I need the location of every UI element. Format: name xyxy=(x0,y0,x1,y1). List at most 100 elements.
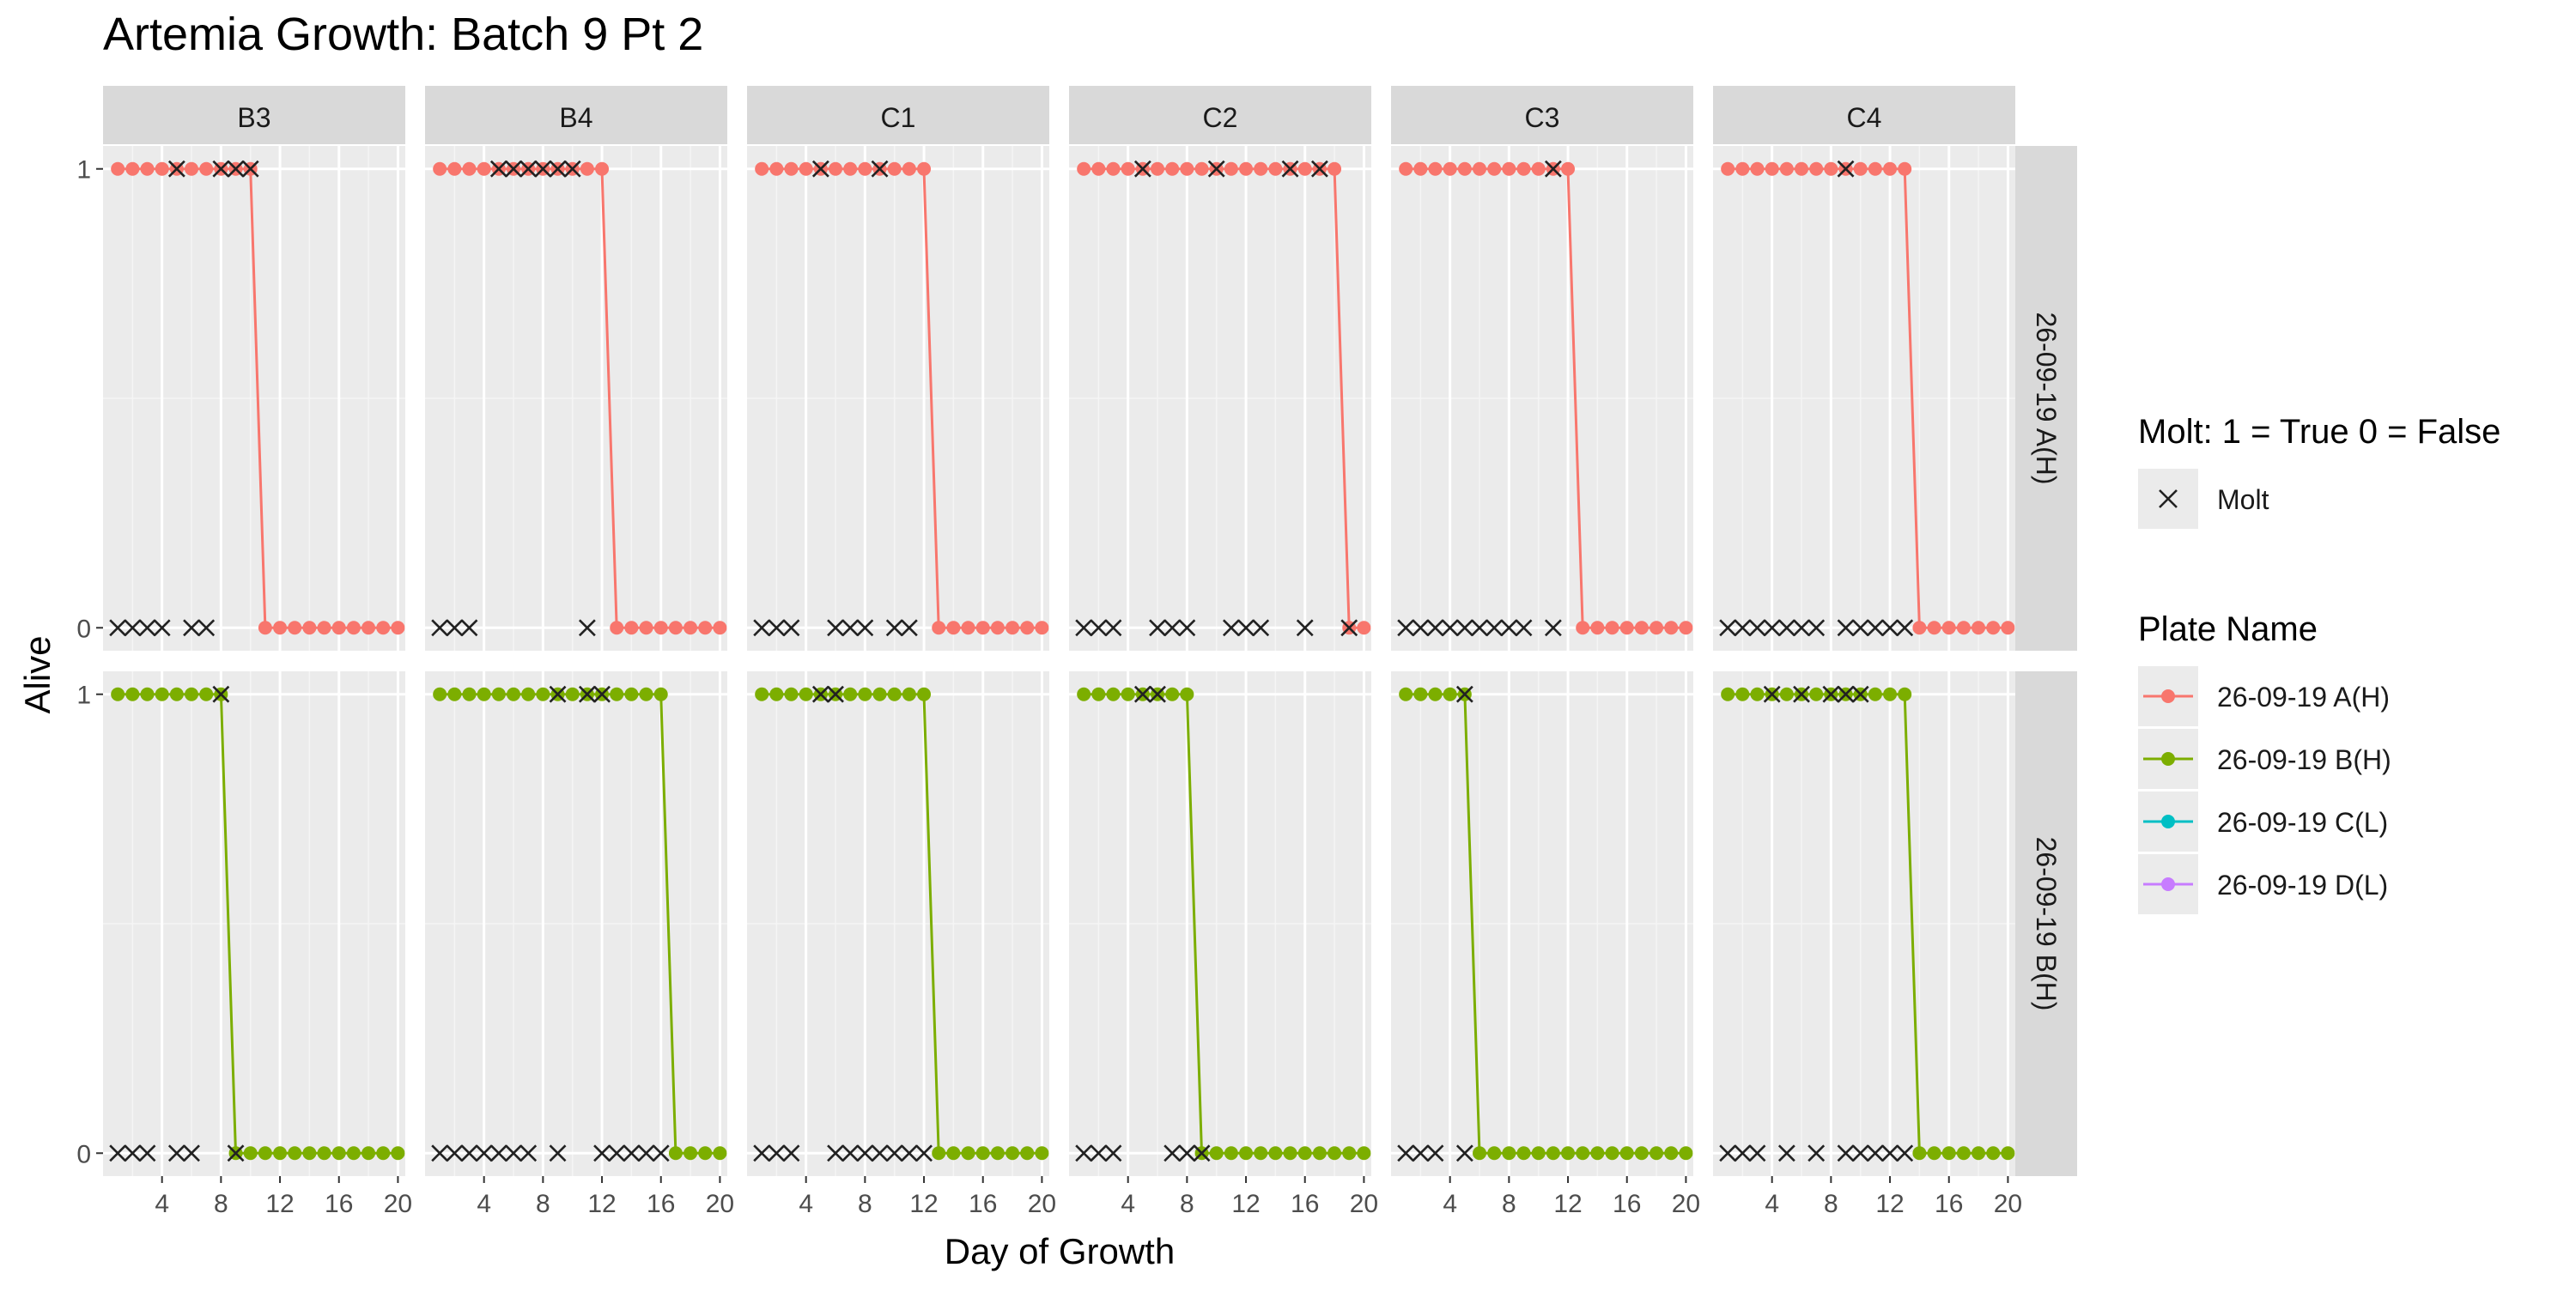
legend-plate-label: 26-09-19 D(L) xyxy=(2217,870,2388,901)
molt-marker xyxy=(1866,619,1884,637)
data-point xyxy=(639,687,653,701)
data-point xyxy=(1502,161,1516,176)
data-point xyxy=(961,1146,975,1161)
molt-marker xyxy=(1207,160,1225,178)
data-point xyxy=(1077,161,1091,176)
data-point xyxy=(843,687,858,701)
data-point xyxy=(1327,1146,1342,1161)
data-point xyxy=(1121,161,1135,176)
data-point xyxy=(185,161,199,176)
data-point xyxy=(258,621,272,635)
legend-plate-point xyxy=(2161,877,2175,891)
x-tick-label: 12 xyxy=(587,1190,616,1218)
panel-26-09-19-A-H--B3: 01 xyxy=(76,146,405,651)
data-point xyxy=(610,687,624,701)
data-point xyxy=(1679,621,1693,635)
data-point xyxy=(111,161,125,176)
legend-plate-point xyxy=(2161,689,2175,703)
molt-marker xyxy=(1807,1144,1826,1162)
molt-marker xyxy=(1500,619,1518,637)
molt-marker xyxy=(1822,685,1840,703)
data-point xyxy=(185,687,199,701)
molt-marker xyxy=(1896,1144,1914,1162)
data-point xyxy=(1824,161,1838,176)
data-point xyxy=(391,1146,405,1161)
molt-marker xyxy=(227,160,245,178)
x-axis-title: Day of Growth xyxy=(945,1231,1175,1271)
molt-marker xyxy=(578,685,596,703)
molt-marker xyxy=(1193,1144,1211,1162)
y-tick-label: 1 xyxy=(76,156,91,185)
row-strip-label: 26-09-19 B(H) xyxy=(2031,837,2062,1011)
molt-marker xyxy=(1090,1144,1108,1162)
x-tick-label: 20 xyxy=(1028,1190,1056,1218)
data-point xyxy=(376,1146,391,1161)
x-tick-label: 12 xyxy=(265,1190,294,1218)
x-tick-label: 8 xyxy=(858,1190,872,1218)
data-point xyxy=(331,621,346,635)
column-strip xyxy=(425,86,727,144)
data-point xyxy=(1883,687,1898,701)
data-point xyxy=(243,1146,258,1161)
data-point xyxy=(858,687,872,701)
data-point xyxy=(1312,1146,1327,1161)
x-tick-label: 20 xyxy=(1672,1190,1700,1218)
data-point xyxy=(961,621,975,635)
molt-marker xyxy=(109,1144,127,1162)
data-point xyxy=(477,687,491,701)
data-point xyxy=(1912,621,1927,635)
data-point xyxy=(1020,621,1035,635)
data-point xyxy=(1531,161,1546,176)
row-strip xyxy=(2015,671,2077,1176)
molt-marker xyxy=(183,1144,200,1162)
data-point xyxy=(1428,687,1443,701)
x-tick-label: 20 xyxy=(706,1190,734,1218)
data-point xyxy=(1224,1146,1238,1161)
data-point xyxy=(769,161,784,176)
data-point xyxy=(302,1146,317,1161)
data-point xyxy=(1883,161,1898,176)
data-point xyxy=(624,621,639,635)
molt-marker xyxy=(1075,619,1093,637)
molt-marker xyxy=(1837,1144,1855,1162)
data-point xyxy=(521,687,536,701)
data-point xyxy=(140,687,155,701)
data-point xyxy=(1209,1146,1224,1161)
data-point xyxy=(755,161,769,176)
data-point xyxy=(346,1146,361,1161)
panel-26-09-19-A-H--C2 xyxy=(1069,146,1371,651)
data-point xyxy=(932,621,946,635)
panel-26-09-19-B-H--B3: 4 8 12 16 20 0 1 xyxy=(76,671,412,1218)
molt-marker xyxy=(1252,619,1270,637)
data-point xyxy=(1399,161,1413,176)
data-point xyxy=(1443,161,1457,176)
molt-marker xyxy=(1719,619,1737,637)
data-point xyxy=(653,687,668,701)
x-tick-label: 16 xyxy=(1291,1190,1319,1218)
molt-marker xyxy=(1090,619,1108,637)
data-point xyxy=(887,161,902,176)
molt-marker xyxy=(827,685,844,703)
molt-marker xyxy=(637,1144,655,1162)
chart-title: Artemia Growth: Batch 9 Pt 2 xyxy=(103,9,703,60)
x-tick-label: 8 xyxy=(214,1190,228,1218)
column-strip-label: C4 xyxy=(1847,102,1882,133)
data-point xyxy=(932,1146,946,1161)
molt-marker xyxy=(124,1144,142,1162)
data-point xyxy=(1561,1146,1576,1161)
data-point xyxy=(595,161,610,176)
data-point xyxy=(1971,1146,1986,1161)
data-point xyxy=(1254,1146,1268,1161)
data-point xyxy=(975,621,990,635)
molt-marker xyxy=(1777,619,1795,637)
data-point xyxy=(668,621,683,635)
data-point xyxy=(125,687,140,701)
column-strip xyxy=(103,86,405,144)
column-strip xyxy=(1713,86,2015,144)
molt-marker xyxy=(1455,619,1473,637)
x-tick-label: 12 xyxy=(909,1190,938,1218)
molt-marker xyxy=(1340,619,1358,637)
data-point xyxy=(317,621,331,635)
